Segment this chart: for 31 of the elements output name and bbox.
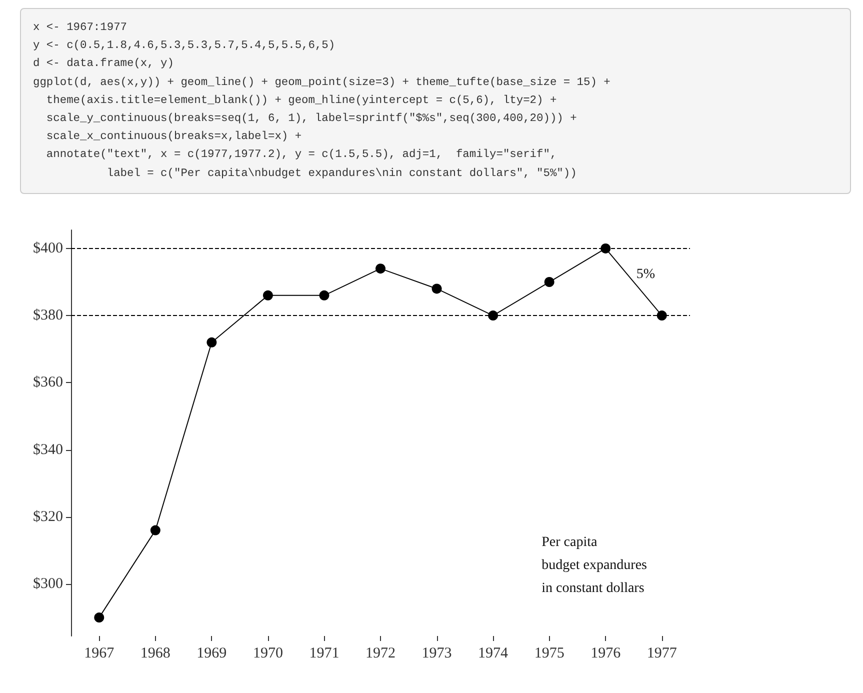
point [319,290,330,300]
point [262,290,273,300]
x-tick-label: 1968 [140,645,170,662]
point [544,276,554,287]
x-tick-label: 1970 [252,645,283,662]
point [488,310,498,320]
x-tick-label: 1969 [196,645,227,662]
y-tick-label: $380 [33,307,63,324]
annotation: Per capita budget expandures in constant dollars [542,534,648,596]
y-tick-label: $360 [33,374,63,390]
x-tick-label: 1976 [590,645,622,662]
x-tick-label: 1977 [646,645,678,662]
y-tick-label: $300 [33,576,63,592]
y-tick-label: $400 [33,240,63,256]
y-tick-label: $320 [33,508,63,525]
annotation: 5% [636,266,656,282]
point [150,525,160,536]
point [376,263,386,274]
x-tick-label: 1973 [422,645,452,662]
point [600,243,611,254]
x-tick-label: 1967 [84,645,115,662]
y-tick-label: $340 [33,442,63,458]
point [656,310,667,320]
point [94,612,104,622]
x-tick-label: 1975 [534,645,564,662]
x-tick-label: 1972 [366,645,396,662]
point [206,337,217,348]
point [432,284,442,294]
x-tick-label: 1974 [478,645,509,662]
x-tick-label: 1971 [309,645,340,662]
text: x <- 1967:1977 y <- c(0.5,1.8,4.6,5.3,5.3,5.7,5.4,5,5.5,6,5) d <- data.frame(x, y) ggplot(d, aes(x,y)) + geom_line() + geom_point(size=3) + theme_tufte(base_size = 15) + theme(axis.title=element_blank()) + geom_hline(yintercept = c(5,6), lty=2) + scale_y_continuous(breaks=seq(1, 6, 1), label=sprintf("$%s",seq(300,400,20))) + scale_x_continuous(breaks=x,label=x) + annotate("text", x = c(1977,1977.2), y = c(1.5,5.5), adj=1, family="serif", label = c("Per capita\nbudget expandures\nin constant dollars", "5%")) [33,22,610,180]
